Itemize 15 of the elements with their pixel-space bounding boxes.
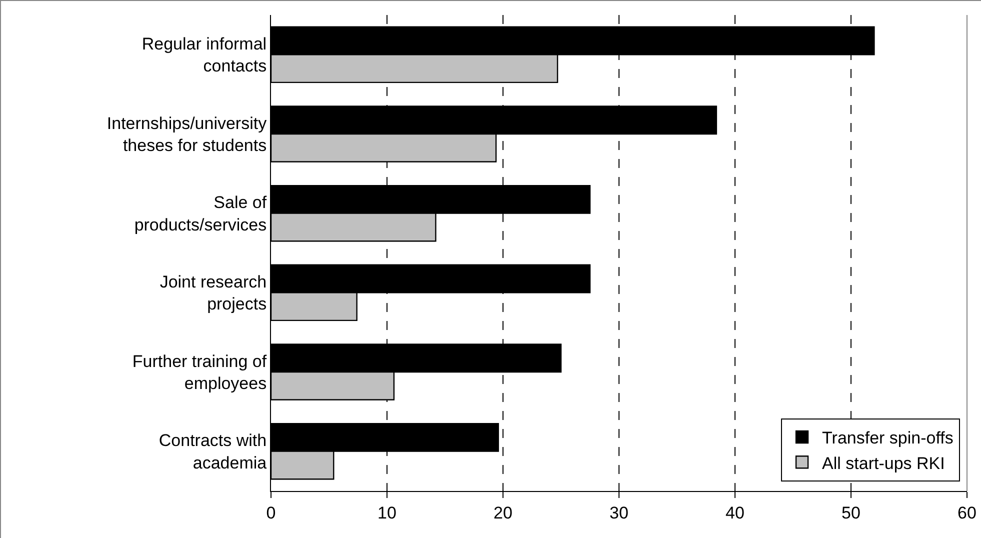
- x-tick-label: 60: [958, 503, 976, 522]
- legend-label: Transfer spin-offs: [822, 428, 954, 448]
- x-tick-label: 50: [842, 503, 860, 522]
- y-tick-label: Further training of employees: [132, 352, 267, 393]
- y-tick-label: Joint research projects: [160, 272, 267, 314]
- y-tick-label: Sale of products/services: [134, 193, 267, 234]
- y-tick-label: Regular informal contacts: [142, 34, 267, 76]
- y-tick-label: Contracts with academia: [158, 431, 268, 472]
- x-tick-label: 30: [610, 503, 628, 522]
- x-tick-label: 0: [266, 503, 276, 522]
- x-tick-label: 20: [494, 503, 512, 522]
- x-tick-label: 40: [726, 503, 744, 522]
- legend-label: All start-ups RKI: [822, 454, 945, 473]
- y-tick-label: Internships/university theses for students: [106, 114, 268, 155]
- x-tick-label: 10: [378, 503, 396, 522]
